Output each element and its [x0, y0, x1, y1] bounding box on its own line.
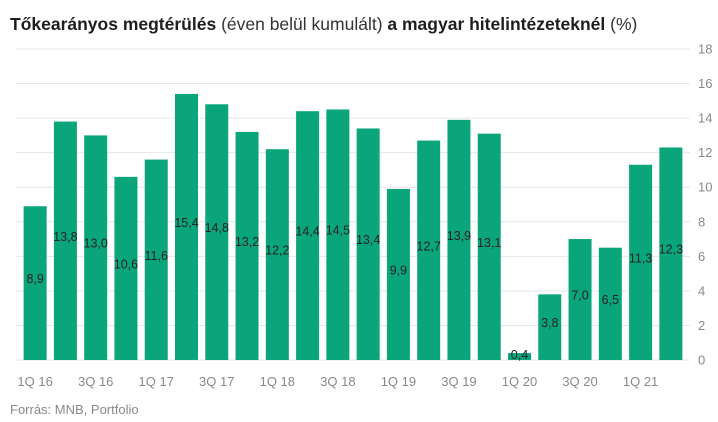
bar: [23, 206, 47, 360]
bar: [205, 104, 229, 361]
x-tick-label: 1Q 21: [623, 374, 658, 389]
x-tick-label: 3Q 18: [320, 374, 355, 389]
y-tick-label: 16: [698, 76, 712, 91]
data-label: 12,2: [265, 244, 289, 258]
data-label: 0,4: [511, 348, 528, 362]
y-tick-label: 4: [698, 283, 705, 298]
bar: [326, 109, 350, 360]
x-tick-label: 3Q 19: [441, 374, 476, 389]
bar: [84, 135, 108, 360]
y-tick-label: 8: [698, 214, 705, 229]
bar: [598, 247, 622, 360]
source-note: Forrás: MNB, Portfolio: [10, 402, 139, 417]
data-label: 14,4: [295, 225, 319, 239]
bar: [538, 294, 562, 360]
x-tick-label: 3Q 20: [562, 374, 597, 389]
data-label: 10,6: [114, 257, 138, 271]
data-label: 7,0: [571, 289, 588, 303]
data-label: 9,9: [390, 263, 407, 277]
bar: [53, 121, 77, 360]
chart-title: Tőkearányos megtérülés (éven belül kumul…: [10, 14, 637, 35]
data-label: 13,8: [53, 230, 77, 244]
y-tick-label: 0: [698, 353, 705, 368]
data-label: 3,8: [541, 316, 558, 330]
data-label: 13,4: [356, 233, 380, 247]
title-part-qualifier: (éven belül kumulált): [216, 14, 388, 34]
data-label: 15,4: [174, 216, 198, 230]
y-tick-label: 12: [698, 145, 712, 160]
data-label: 11,3: [629, 251, 652, 265]
title-part-subject: a magyar hitelintézeteknél: [387, 14, 606, 34]
data-label: 12,7: [417, 239, 441, 253]
bar: [508, 353, 531, 360]
x-tick-label: 1Q 20: [502, 374, 537, 389]
y-tick-label: 2: [698, 318, 705, 333]
x-tick-label: 3Q 16: [78, 374, 113, 389]
bar: [629, 164, 653, 360]
y-tick-label: 10: [698, 180, 712, 195]
title-part-main: Tőkearányos megtérülés: [10, 14, 217, 34]
data-label: 14,5: [326, 224, 350, 238]
title-part-unit: (%): [605, 14, 638, 34]
data-label: 13,9: [447, 229, 471, 243]
bar: [447, 119, 471, 360]
bar: [386, 188, 410, 360]
x-tick-label: 1Q 16: [17, 374, 52, 389]
bar: [356, 128, 380, 360]
bar: [568, 239, 592, 360]
data-label: 13,1: [477, 236, 501, 250]
bar: [296, 111, 320, 360]
x-tick-label: 1Q 18: [260, 374, 295, 389]
x-tick-label: 1Q 17: [139, 374, 174, 389]
bar: [265, 149, 289, 360]
x-tick-label: 1Q 19: [381, 374, 416, 389]
x-tick-label: 3Q 17: [199, 374, 234, 389]
bar: [417, 140, 441, 360]
data-label: 12,3: [659, 243, 683, 257]
data-label: 13,0: [84, 237, 108, 251]
y-tick-label: 18: [698, 42, 712, 57]
bar: [477, 133, 501, 360]
bar: [175, 93, 198, 360]
data-label: 6,5: [602, 293, 619, 307]
data-label: 8,9: [26, 272, 43, 286]
bar: [235, 131, 259, 360]
y-tick-label: 6: [698, 249, 705, 264]
bar: [659, 147, 683, 360]
data-label: 13,2: [235, 235, 259, 249]
bar: [144, 159, 168, 360]
bar: [114, 176, 138, 360]
y-tick-label: 14: [698, 111, 712, 126]
data-label: 11,6: [145, 249, 168, 263]
data-label: 14,8: [205, 221, 229, 235]
